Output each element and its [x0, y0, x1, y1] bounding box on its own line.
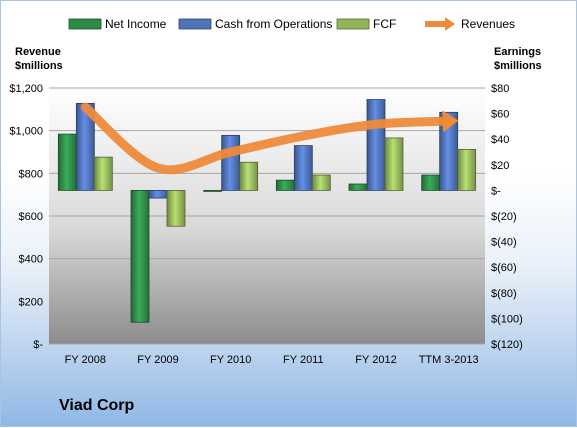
- right-tick-label: $20: [491, 160, 509, 172]
- bar-net-income: [421, 174, 441, 191]
- right-tick-label: $(20): [491, 211, 517, 223]
- right-tick-label: $-: [491, 185, 501, 197]
- company-name: Viad Corp: [59, 397, 135, 414]
- x-tick-label: FY 2010: [210, 354, 251, 366]
- left-tick-label: $800: [19, 168, 43, 180]
- bar-fcf: [239, 161, 259, 191]
- bar-fcf: [457, 149, 477, 191]
- legend-label: FCF: [373, 17, 396, 31]
- bar-cash-from-operations: [293, 145, 313, 191]
- revenues-arrowhead: [442, 110, 459, 133]
- right-tick-label: $(60): [491, 262, 517, 274]
- legend-label: Cash from Operations: [215, 17, 332, 31]
- legend-label: Net Income: [105, 17, 167, 31]
- bar-net-income: [57, 133, 77, 191]
- left-tick-label: $200: [19, 296, 43, 308]
- left-tick-label: $1,000: [9, 126, 43, 138]
- bar-fcf: [311, 174, 331, 191]
- left-axis-title: Revenue: [15, 46, 61, 58]
- bar-fcf: [384, 137, 404, 191]
- bar-cash-from-operations: [366, 99, 386, 191]
- left-tick-label: $-: [33, 339, 43, 351]
- right-axis-title: Earnings: [494, 46, 541, 58]
- legend-swatch: [178, 18, 212, 30]
- bar-net-income: [348, 183, 368, 191]
- right-tick-label: $40: [491, 134, 509, 146]
- right-tick-label: $(120): [491, 339, 523, 351]
- legend-swatch: [68, 18, 102, 30]
- x-tick-label: FY 2011: [283, 354, 324, 366]
- x-tick-label: FY 2009: [137, 354, 178, 366]
- bar-net-income: [275, 179, 295, 191]
- bar-fcf: [93, 156, 113, 191]
- legend-swatch-arrow: [445, 17, 455, 31]
- revenues-line: [80, 102, 454, 175]
- right-axis-title: $millions: [494, 60, 542, 72]
- right-tick-label: $(100): [491, 313, 523, 325]
- left-tick-label: $600: [19, 211, 43, 223]
- x-tick-label: TTM 3-2013: [419, 354, 479, 366]
- legend-label: Revenues: [461, 17, 515, 31]
- bar-cash-from-operations: [148, 189, 168, 199]
- right-tick-label: $(80): [491, 288, 517, 300]
- left-tick-label: $1,200: [9, 83, 43, 95]
- legend-swatch: [336, 18, 370, 30]
- bar-fcf: [166, 189, 186, 227]
- right-tick-label: $80: [491, 83, 509, 95]
- x-tick-label: FY 2008: [65, 354, 106, 366]
- right-tick-label: $(40): [491, 237, 517, 249]
- right-tick-label: $60: [491, 109, 509, 121]
- left-axis-title: $millions: [15, 60, 63, 72]
- bar-net-income: [130, 189, 150, 323]
- bar-net-income: [203, 189, 223, 192]
- x-tick-label: FY 2012: [355, 354, 396, 366]
- bar-cash-from-operations: [221, 134, 241, 191]
- left-tick-label: $400: [19, 254, 43, 266]
